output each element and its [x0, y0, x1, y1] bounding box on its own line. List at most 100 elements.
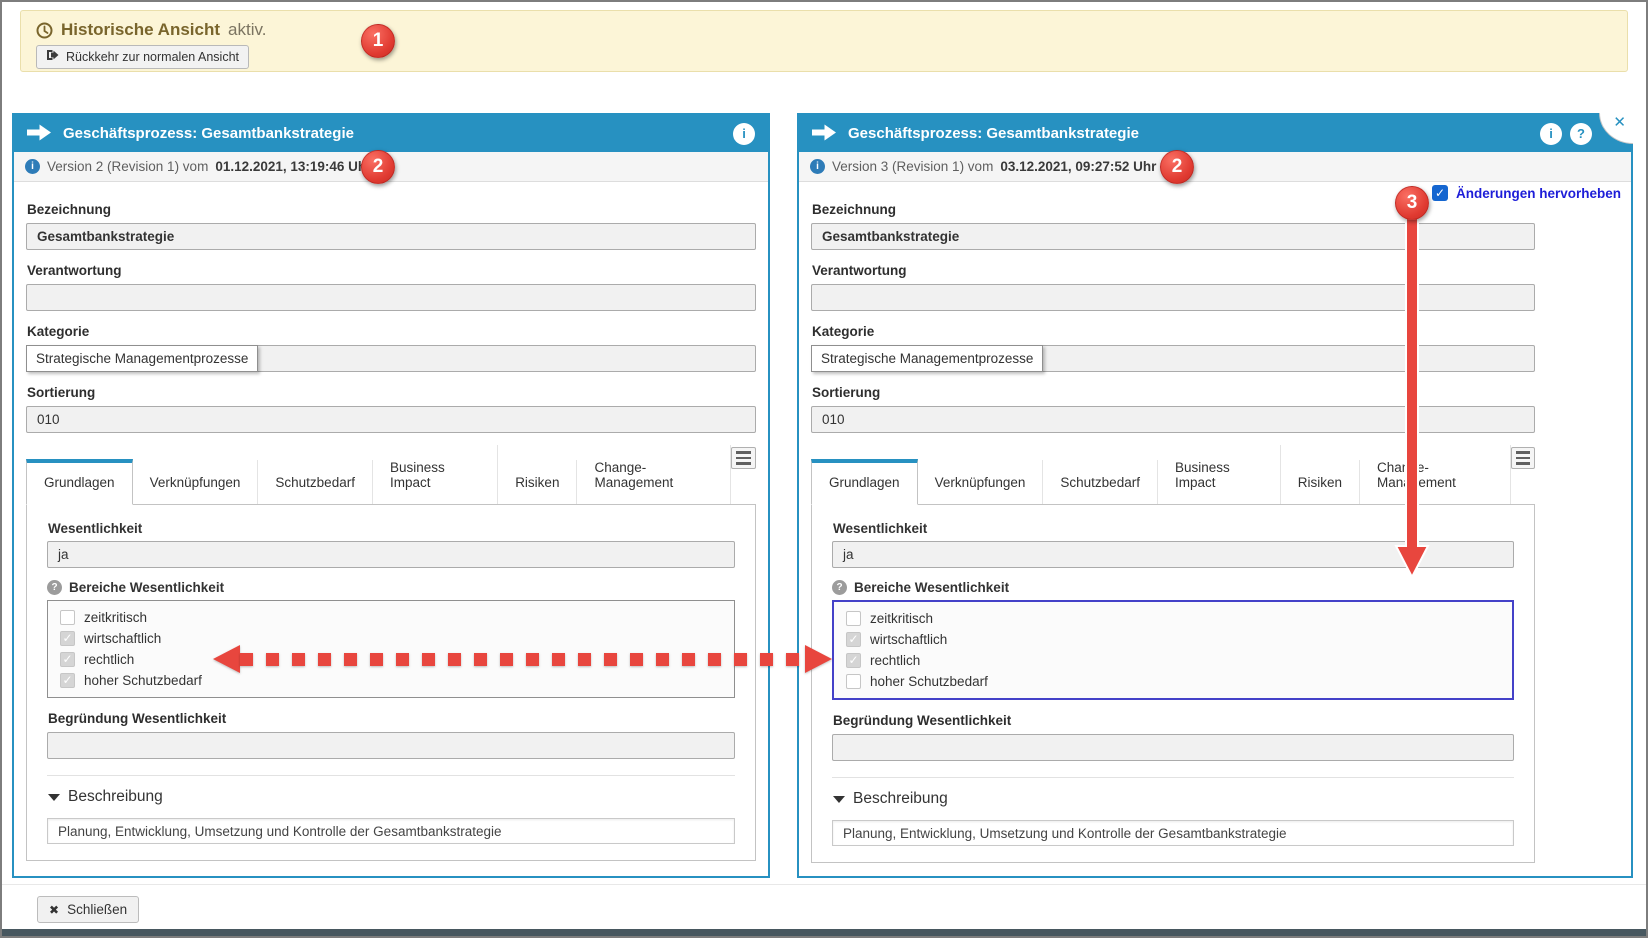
checkbox-row: wirtschaftlich	[846, 629, 1500, 650]
annotation-badge-1: 1	[361, 24, 395, 58]
checkbox-wirtschaftlich[interactable]	[846, 632, 861, 647]
sortierung-field[interactable]: 010	[26, 406, 756, 433]
dashed-arrow-line	[240, 653, 800, 666]
highlight-changes-label: Änderungen hervorheben	[1455, 185, 1621, 201]
tab-schutzbedarf[interactable]: Schutzbedarf	[1043, 460, 1158, 504]
help-icon[interactable]: ?	[47, 580, 62, 595]
tab-bar: Grundlagen Verknüpfungen Schutzbedarf Bu…	[26, 445, 756, 505]
field-label-wesentlichkeit: Wesentlichkeit	[833, 521, 928, 536]
highlight-changes-row: Änderungen hervorheben	[1431, 184, 1621, 201]
field-label-bereiche: Bereiche Wesentlichkeit	[854, 580, 1010, 595]
tab-verknuepfungen[interactable]: Verknüpfungen	[133, 460, 259, 504]
checkbox-row: zeitkritisch	[846, 608, 1500, 629]
vertical-annotation-arrow	[1394, 214, 1430, 580]
close-button[interactable]: ✖ Schließen	[37, 896, 140, 923]
help-icon[interactable]: ?	[832, 580, 847, 595]
panel-title: Geschäftsprozess: Gesamtbankstrategie	[63, 125, 354, 142]
checkbox-zeitkritisch[interactable]	[60, 610, 75, 625]
field-label-kategorie: Kategorie	[27, 324, 90, 339]
tab-risiken[interactable]: Risiken	[498, 460, 578, 504]
checkbox-label: zeitkritisch	[870, 611, 934, 626]
bezeichnung-field[interactable]: Gesamtbankstrategie	[26, 223, 756, 250]
checkbox-rechtlich[interactable]	[60, 652, 75, 667]
kategorie-field: Strategische Managementprozesse	[811, 345, 1535, 372]
tab-list-icon[interactable]	[731, 447, 756, 469]
beschreibung-heading: Beschreibung	[68, 788, 163, 805]
arrow-right-icon	[27, 124, 51, 144]
caret-down-icon	[48, 793, 60, 801]
tab-grundlagen[interactable]: Grundlagen	[811, 459, 918, 505]
field-label-begruendung: Begründung Wesentlichkeit	[48, 711, 227, 726]
arrow-right-icon	[812, 124, 836, 144]
checkbox-hoher-schutzbedarf[interactable]	[60, 673, 75, 688]
field-label-bereiche: Bereiche Wesentlichkeit	[69, 580, 225, 595]
beschreibung-field[interactable]: Planung, Entwicklung, Umsetzung und Kont…	[832, 820, 1514, 846]
return-button-label: Rückkehr zur normalen Ansicht	[66, 49, 239, 64]
field-label-verantwortung: Verantwortung	[812, 263, 907, 278]
return-to-normal-view-button[interactable]: Rückkehr zur normalen Ansicht	[36, 45, 249, 69]
tab-content-grundlagen: Wesentlichkeit ja ? Bereiche Wesentlichk…	[811, 505, 1535, 863]
tab-bar: Grundlagen Verknüpfungen Schutzbedarf Bu…	[811, 445, 1536, 505]
bereiche-checkbox-group: zeitkritisch wirtschaftlich rechtlich ho…	[47, 600, 735, 698]
window-bottom-bar	[2, 929, 1646, 936]
checkbox-zeitkritisch[interactable]	[846, 611, 861, 626]
info-icon: i	[810, 159, 825, 174]
help-icon[interactable]: ?	[1570, 122, 1592, 145]
process-panel-version-2: Geschäftsprozess: Gesamtbankstrategie i …	[12, 113, 770, 878]
banner-suffix: aktiv.	[228, 20, 267, 39]
panel-title: Geschäftsprozess: Gesamtbankstrategie	[848, 125, 1139, 142]
kategorie-field: Strategische Managementprozesse	[26, 345, 756, 372]
begruendung-field[interactable]	[47, 732, 735, 759]
info-icon[interactable]: i	[733, 122, 755, 145]
historic-view-banner: Historische Ansicht aktiv. Rückkehr zur …	[20, 10, 1628, 72]
close-icon[interactable]: ✕	[1613, 114, 1626, 131]
field-label-wesentlichkeit: Wesentlichkeit	[48, 521, 143, 536]
annotation-badge-2-right: 2	[1160, 150, 1194, 184]
checkbox-label: wirtschaftlich	[870, 632, 948, 647]
tab-risiken[interactable]: Risiken	[1281, 460, 1361, 504]
checkbox-row: rechtlich	[846, 650, 1500, 671]
beschreibung-section-toggle[interactable]: Beschreibung	[833, 790, 1514, 808]
panel-header: Geschäftsprozess: Gesamtbankstrategie i	[14, 115, 768, 152]
tab-content-grundlagen: Wesentlichkeit ja ? Bereiche Wesentlichk…	[26, 505, 756, 861]
checkbox-row: zeitkritisch	[60, 607, 722, 628]
beschreibung-field[interactable]: Planung, Entwicklung, Umsetzung und Kont…	[47, 818, 735, 844]
checkbox-hoher-schutzbedarf[interactable]	[846, 674, 861, 689]
info-icon[interactable]: i	[1540, 122, 1562, 145]
panel-header: Geschäftsprozess: Gesamtbankstrategie i …	[799, 113, 1633, 152]
annotation-badge-2-left: 2	[361, 150, 395, 184]
verantwortung-field[interactable]	[26, 284, 756, 311]
kategorie-chip[interactable]: Strategische Managementprozesse	[811, 345, 1044, 372]
close-x-icon: ✖	[49, 902, 60, 917]
close-button-label: Schließen	[67, 902, 128, 917]
version-date: 03.12.2021, 09:27:52 Uhr	[1000, 159, 1157, 174]
tab-change-management[interactable]: Change-Management	[577, 445, 732, 504]
checkbox-row: wirtschaftlich	[60, 628, 722, 649]
tab-list-icon[interactable]	[1510, 447, 1536, 469]
caret-down-icon	[833, 795, 845, 803]
field-label-kategorie: Kategorie	[812, 324, 875, 339]
bereiche-checkbox-group-changed: zeitkritisch wirtschaftlich rechtlich ho…	[832, 600, 1514, 700]
tab-business-impact[interactable]: Business Impact	[373, 445, 499, 504]
beschreibung-section-toggle[interactable]: Beschreibung	[48, 788, 735, 806]
tab-grundlagen[interactable]: Grundlagen	[26, 459, 133, 505]
tab-verknuepfungen[interactable]: Verknüpfungen	[918, 460, 1044, 504]
begruendung-field[interactable]	[832, 734, 1514, 761]
tab-business-impact[interactable]: Business Impact	[1158, 445, 1281, 504]
dashed-arrow-right-head	[805, 645, 832, 673]
highlight-changes-checkbox[interactable]	[1431, 184, 1448, 201]
version-date: 01.12.2021, 13:19:46 Uhr	[215, 159, 372, 174]
checkbox-row: rechtlich	[60, 649, 722, 670]
panel-close-corner: ✕	[1599, 113, 1633, 144]
kategorie-chip[interactable]: Strategische Managementprozesse	[26, 345, 259, 372]
version-text: Version 3 (Revision 1) vom	[832, 159, 994, 174]
wesentlichkeit-field[interactable]: ja	[47, 541, 735, 568]
checkbox-label: wirtschaftlich	[84, 631, 162, 646]
checkbox-label: rechtlich	[84, 652, 135, 667]
checkbox-wirtschaftlich[interactable]	[60, 631, 75, 646]
tab-schutzbedarf[interactable]: Schutzbedarf	[258, 460, 373, 504]
checkbox-rechtlich[interactable]	[846, 653, 861, 668]
checkbox-label: rechtlich	[870, 653, 921, 668]
tab-change-management[interactable]: Change-Management	[1360, 445, 1511, 504]
annotation-badge-3: 3	[1395, 186, 1429, 220]
